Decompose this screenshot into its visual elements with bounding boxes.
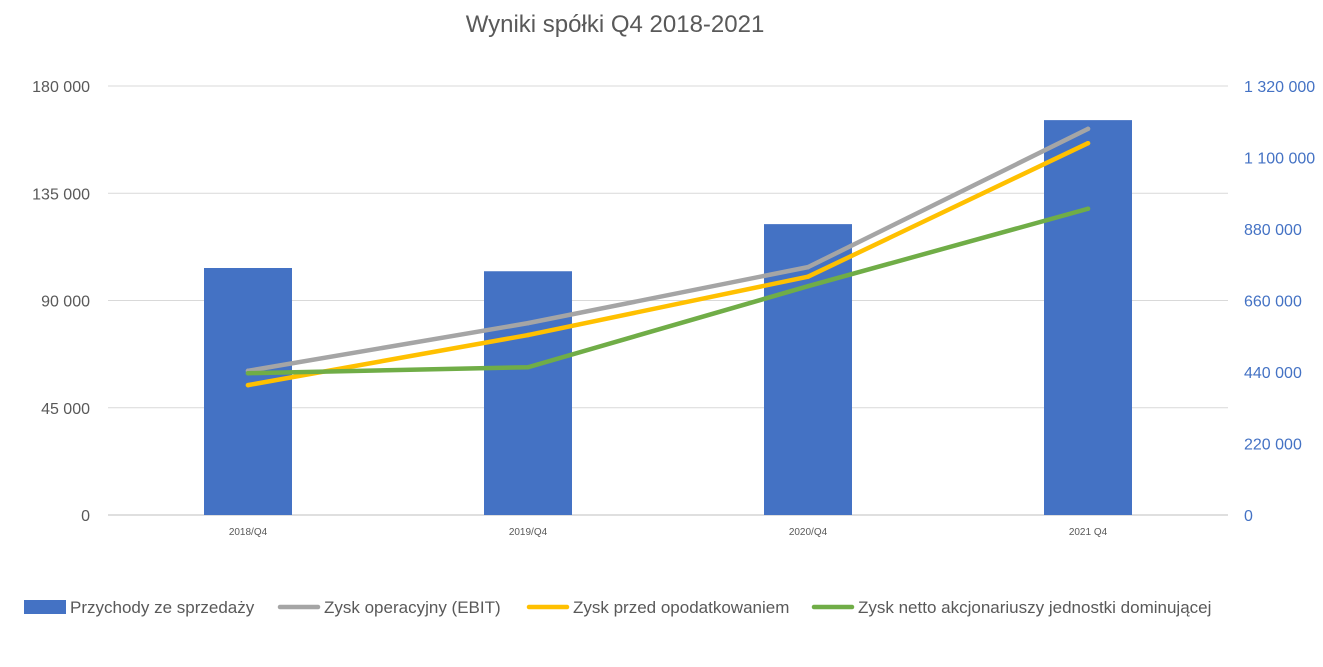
right-tick-label: 660 000: [1244, 294, 1302, 311]
line-point: [525, 332, 531, 338]
left-tick-label: 135 000: [32, 186, 90, 203]
gridlines: [108, 85, 1228, 516]
bar: [1044, 120, 1132, 515]
right-tick-label: 880 000: [1244, 222, 1302, 239]
legend-label: Przychody ze sprzedaży: [70, 598, 255, 617]
category-label: 2021 Q4: [1069, 527, 1108, 538]
bar-series: [204, 120, 1132, 515]
legend-label: Zysk operacyjny (EBIT): [324, 598, 501, 617]
line-point: [245, 382, 251, 388]
series-line: [245, 206, 1091, 376]
category-label: 2020/Q4: [789, 527, 828, 538]
left-axis: 0 45 000 90 000 135 000 180 000: [32, 79, 90, 525]
category-label: 2018/Q4: [229, 527, 268, 538]
right-tick-label: 1 320 000: [1244, 79, 1315, 96]
left-tick-label: 45 000: [41, 401, 90, 418]
left-tick-label: 90 000: [41, 294, 90, 311]
chart-title: Wyniki spółki Q4 2018-2021: [466, 11, 765, 38]
line-point: [1085, 140, 1091, 146]
left-tick-label: 0: [81, 508, 90, 525]
category-axis: 2018/Q4 2019/Q4 2020/Q4 2021 Q4: [229, 527, 1108, 538]
series-line: [245, 140, 1091, 388]
right-tick-label: 440 000: [1244, 365, 1302, 382]
right-tick-label: 1 100 000: [1244, 151, 1315, 168]
category-label: 2019/Q4: [509, 527, 548, 538]
left-tick-label: 180 000: [32, 79, 90, 96]
legend-swatch: [24, 600, 66, 614]
right-tick-label: 220 000: [1244, 437, 1302, 454]
series-line: [245, 126, 1091, 374]
legend-label: Zysk netto akcjonariuszy jednostki domin…: [858, 598, 1211, 617]
line-point: [245, 370, 251, 376]
right-axis: 0 220 000 440 000 660 000 880 000 1 100 000 1 …: [1244, 79, 1315, 525]
bar: [204, 268, 292, 515]
legend-label: Zysk przed opodatkowaniem: [573, 598, 789, 617]
line-series: [245, 126, 1091, 388]
line-point: [805, 283, 811, 289]
bar: [484, 271, 572, 515]
line-point: [525, 320, 531, 326]
legend: Przychody ze sprzedaży Zysk operacyjny (E…: [24, 598, 1211, 617]
line-point: [1085, 206, 1091, 211]
right-tick-label: 0: [1244, 508, 1253, 525]
line-point: [1085, 126, 1091, 132]
line-point: [805, 274, 811, 279]
line-point: [805, 264, 811, 270]
line-point: [525, 364, 531, 370]
